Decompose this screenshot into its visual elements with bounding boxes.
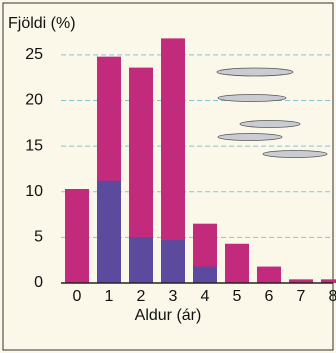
x-tick-label: 5 <box>233 288 242 305</box>
x-tick-label: 4 <box>201 288 210 305</box>
x-tick-label: 1 <box>105 288 114 305</box>
x-tick-label: 3 <box>169 288 178 305</box>
bar <box>193 267 217 283</box>
x-tick-label: 2 <box>137 288 146 305</box>
bar <box>161 240 185 283</box>
y-tick-label: 10 <box>25 183 43 200</box>
y-tick-label: 25 <box>25 46 43 63</box>
y-tick-label: 20 <box>25 92 43 109</box>
x-tick-label: 7 <box>297 288 306 305</box>
bar <box>65 189 89 283</box>
x-tick-label: 6 <box>265 288 274 305</box>
bar <box>97 181 121 283</box>
y-tick-label: 0 <box>34 274 43 291</box>
x-axis-label: Aldur (ár) <box>135 307 202 324</box>
chart: Fjöldi (%) Aldur (ár) 0 5 10 15 20 25 0 1 2 3 4 5 6 7… <box>0 0 336 353</box>
page: {"chart_data": {"type": "bar", "y_label"… <box>0 0 336 353</box>
bar <box>129 237 153 283</box>
y-tick-label: 5 <box>34 229 43 246</box>
bar <box>257 267 281 283</box>
bar <box>225 244 249 283</box>
y-tick-label: 15 <box>25 137 43 154</box>
x-tick-label: 8 <box>329 288 336 305</box>
x-tick-label: 0 <box>73 288 82 305</box>
y-axis-label: Fjöldi (%) <box>8 15 76 32</box>
